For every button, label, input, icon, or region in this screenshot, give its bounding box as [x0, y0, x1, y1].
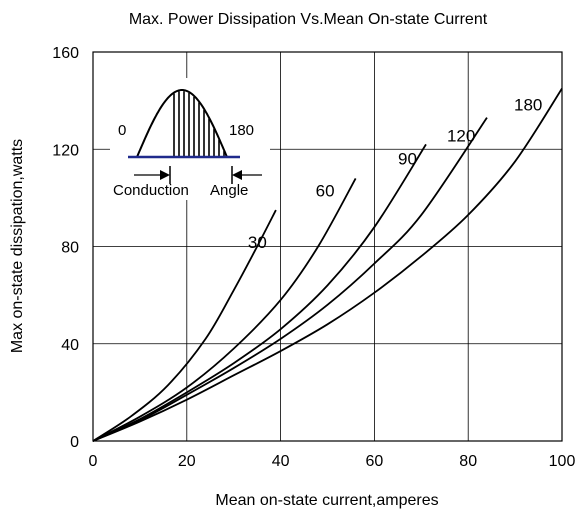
grid-lines: [93, 52, 562, 441]
y-axis-title: Max on-state dissipation,watts: [9, 139, 26, 353]
x-tick-label: 0: [89, 453, 98, 470]
inset-hatching: [173, 91, 225, 157]
y-tick-label: 0: [70, 434, 79, 451]
series-line-180: [92, 87, 563, 442]
x-tick-label: 60: [366, 453, 384, 470]
series-line-120: [92, 117, 488, 442]
inset-caption-angle: Angle: [210, 182, 248, 199]
y-tick-label: 120: [52, 142, 79, 159]
y-tick-label: 80: [61, 240, 79, 257]
inset-sine-wave: [136, 89, 228, 158]
series-label-90: 90: [398, 149, 417, 168]
series-labels: 30 60 90 120 180: [248, 95, 542, 252]
series-line-60: [92, 177, 357, 442]
inset-label-end: 180: [229, 122, 254, 139]
y-tick-label: 160: [52, 45, 79, 62]
series-curves: [92, 87, 563, 442]
inset-background: [110, 78, 270, 200]
inset-arrow-left-head: [160, 170, 170, 180]
series-label-60: 60: [316, 181, 335, 200]
x-tick-label: 100: [549, 453, 576, 470]
inset-caption-conduction: Conduction: [113, 182, 189, 199]
series-line-30: [92, 209, 277, 442]
y-tick-label: 40: [61, 337, 79, 354]
series-label-120: 120: [447, 127, 475, 146]
inset-label-start: 0: [118, 122, 126, 139]
x-tick-label: 40: [272, 453, 290, 470]
x-tick-label: 80: [459, 453, 477, 470]
conduction-angle-inset: 0 180 Conduction Angle: [110, 78, 270, 200]
tick-labels: 0 20 40 60 80 100 0 40 80 120 160: [52, 45, 575, 470]
x-tick-label: 20: [178, 453, 196, 470]
x-axis-title: Mean on-state current,amperes: [215, 492, 438, 509]
series-line-90: [92, 143, 427, 442]
chart-title: Max. Power Dissipation Vs.Mean On-state …: [129, 11, 488, 28]
series-label-180: 180: [514, 95, 542, 114]
inset-arrow-right-head: [232, 170, 242, 180]
series-label-30: 30: [248, 233, 267, 252]
